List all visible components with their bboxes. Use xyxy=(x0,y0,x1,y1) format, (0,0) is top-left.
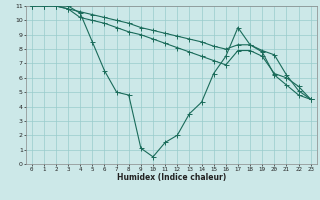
X-axis label: Humidex (Indice chaleur): Humidex (Indice chaleur) xyxy=(116,173,226,182)
